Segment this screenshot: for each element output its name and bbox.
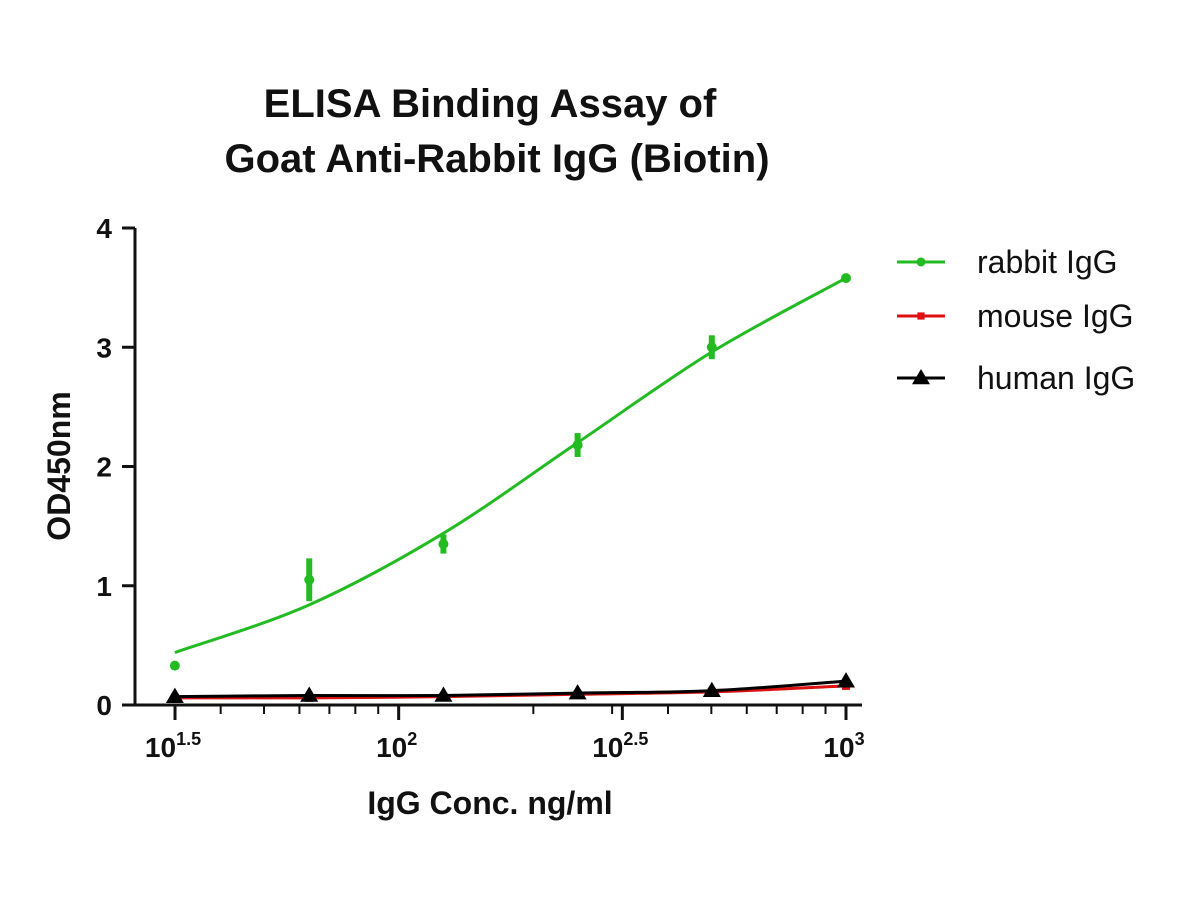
legend: rabbit IgG mouse IgG human IgG — [897, 244, 1135, 396]
series-mouse-igg — [170, 681, 850, 702]
data-point — [568, 684, 587, 700]
y-ticks: 0 1 2 3 4 — [96, 213, 135, 721]
y-tick-label: 2 — [96, 452, 112, 483]
y-tick-label: 4 — [96, 213, 112, 244]
legend-marker — [917, 312, 925, 320]
data-point — [706, 342, 717, 353]
data-point — [438, 539, 449, 550]
data-point — [841, 273, 851, 284]
plot-area — [165, 273, 855, 703]
series-human-igg — [165, 672, 855, 703]
legend-marker — [912, 369, 930, 385]
data-point — [702, 681, 721, 697]
series-line — [174, 679, 847, 699]
legend-label: mouse IgG — [977, 298, 1134, 334]
legend-label: human IgG — [977, 360, 1135, 396]
y-tick-label: 0 — [96, 690, 112, 721]
legend-label: rabbit IgG — [977, 244, 1118, 280]
axes — [133, 228, 862, 707]
chart-title-line-2: Goat Anti-Rabbit IgG (Biotin) — [224, 137, 769, 181]
x-tick-label: 103 — [823, 729, 864, 763]
legend-marker — [916, 257, 926, 267]
data-point — [169, 660, 180, 671]
x-tick-label: 102 — [376, 729, 417, 763]
y-tick-label: 1 — [96, 571, 112, 602]
x-axis-title: IgG Conc. ng/ml — [367, 785, 612, 821]
data-point — [572, 440, 583, 451]
data-point — [434, 686, 453, 702]
x-tick-label: 102.5 — [592, 729, 648, 763]
y-tick-label: 3 — [96, 332, 112, 363]
data-point — [300, 686, 319, 702]
data-point — [837, 672, 855, 688]
series-rabbit-igg — [169, 273, 851, 671]
data-point — [165, 687, 184, 703]
y-axis-title: OD450nm — [41, 391, 77, 540]
series-line — [174, 276, 847, 654]
x-tick-label: 101.5 — [145, 729, 201, 763]
chart-title-line-1: ELISA Binding Assay of — [264, 82, 717, 126]
data-point — [304, 574, 315, 585]
x-ticks: 101.5 102 102.5 103 — [145, 705, 865, 763]
